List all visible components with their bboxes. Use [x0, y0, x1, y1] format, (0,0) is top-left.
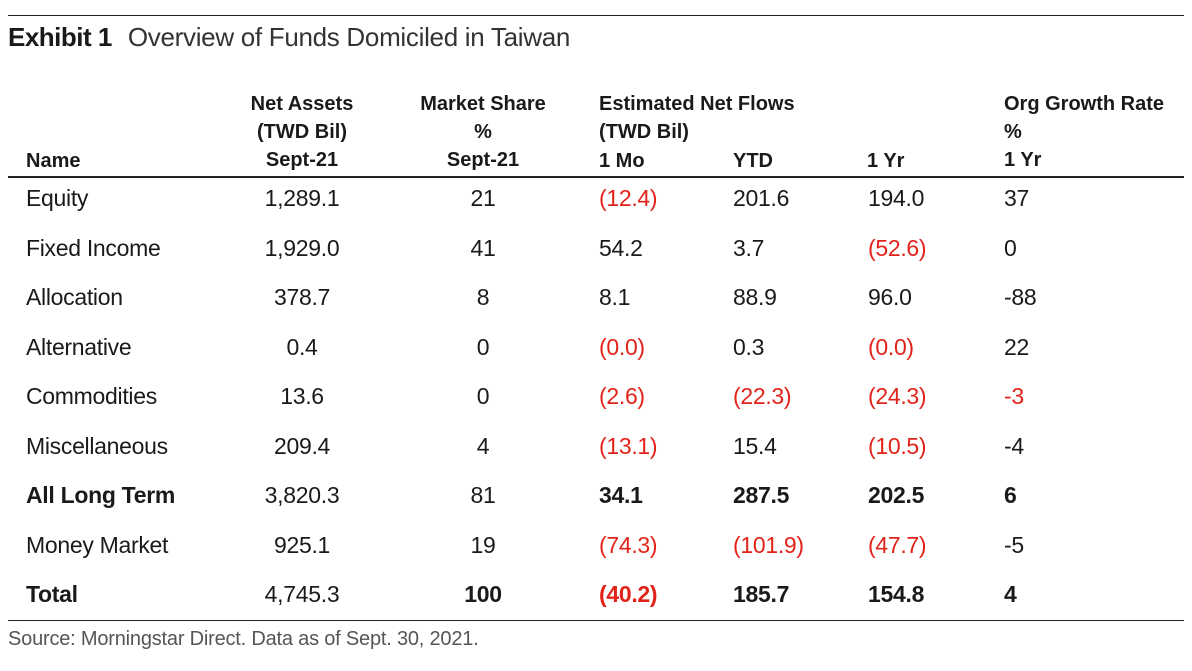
- header-flows-1mo: 1 Mo: [599, 150, 645, 172]
- cell-flow-ytd: 287.5: [733, 482, 790, 508]
- cell-flow-1yr: (0.0): [868, 333, 914, 360]
- table-row: Money Market 925.1 19 (74.3) (101.9) (47.7) -5: [8, 521, 1184, 569]
- cell-flow-ytd: 88.9: [733, 284, 777, 310]
- header-net-assets: Net Assets (TWD Bil) Sept-21: [251, 90, 354, 174]
- cell-name: Money Market: [26, 531, 169, 558]
- cell-flow-1yr: (52.6): [868, 234, 927, 261]
- top-rule: [8, 15, 1184, 16]
- table-row: Miscellaneous 209.4 4 (13.1) 15.4 (10.5) -4: [8, 422, 1184, 470]
- cell-market-share: 100: [464, 581, 502, 607]
- cell-name: All Long Term: [26, 482, 176, 508]
- header-org-growth-line2: %: [1004, 121, 1022, 143]
- cell-org-growth: 22: [1004, 333, 1029, 360]
- cell-market-share: 21: [470, 185, 496, 211]
- cell-flow-1mo: (74.3): [599, 531, 658, 558]
- header-net-flows-line2: (TWD Bil): [599, 121, 689, 143]
- cell-net-assets: 3,820.3: [264, 482, 340, 508]
- cell-name: Commodities: [26, 383, 157, 409]
- cell-net-assets: 0.4: [286, 333, 318, 360]
- table-row: All Long Term 3,820.3 81 34.1 287.5 202.5 6: [8, 471, 1184, 519]
- cell-flow-1mo: 8.1: [599, 284, 631, 310]
- cell-org-growth: -4: [1004, 432, 1024, 459]
- cell-org-growth: -88: [1004, 284, 1037, 310]
- cell-org-growth: -5: [1004, 531, 1024, 558]
- cell-org-growth: 6: [1004, 482, 1017, 508]
- cell-flow-1mo: (0.0): [599, 333, 645, 360]
- exhibit-description: Overview of Funds Domiciled in Taiwan: [127, 22, 571, 52]
- cell-flow-ytd: 3.7: [733, 234, 765, 261]
- cell-net-assets: 1,289.1: [264, 185, 340, 211]
- cell-org-growth: -3: [1004, 383, 1024, 409]
- cell-org-growth: 4: [1004, 581, 1017, 607]
- header-net-assets-line1: Net Assets: [250, 93, 354, 115]
- header-net-flows-line1: Estimated Net Flows: [599, 93, 795, 115]
- cell-name: Miscellaneous: [26, 432, 168, 459]
- cell-name: Equity: [26, 185, 89, 211]
- cell-flow-1mo: 54.2: [599, 234, 643, 261]
- header-name: Name: [26, 150, 81, 172]
- cell-flow-1yr: 96.0: [868, 284, 912, 310]
- cell-flow-1mo: (12.4): [599, 185, 658, 211]
- exhibit-label: Exhibit 1: [8, 22, 112, 52]
- header-rule: [8, 176, 1184, 178]
- cell-flow-1mo: (40.2): [599, 581, 658, 607]
- cell-net-assets: 1,929.0: [264, 234, 340, 261]
- header-org-growth-line3: 1 Yr: [1004, 149, 1042, 171]
- cell-net-assets: 209.4: [273, 432, 331, 459]
- cell-flow-1mo: (2.6): [599, 383, 645, 409]
- exhibit-title: Exhibit 1 Overview of Funds Domiciled in …: [8, 22, 570, 53]
- table-row: Allocation 378.7 8 8.1 88.9 96.0 -88: [8, 273, 1184, 321]
- cell-flow-ytd: 0.3: [733, 333, 765, 360]
- header-flows-ytd: YTD: [733, 150, 773, 172]
- header-flows-1yr: 1 Yr: [867, 150, 905, 172]
- cell-market-share: 8: [476, 284, 490, 310]
- header-market-share: Market Share % Sept-21: [420, 90, 546, 174]
- source-note: Source: Morningstar Direct. Data as of S…: [8, 628, 479, 650]
- header-market-share-line3: Sept-21: [446, 149, 520, 171]
- cell-flow-1yr: 154.8: [868, 581, 925, 607]
- cell-flow-1yr: 194.0: [868, 185, 925, 211]
- header-net-assets-line3: Sept-21: [265, 149, 339, 171]
- header-org-growth: Org Growth Rate % 1 Yr: [1004, 90, 1164, 174]
- cell-flow-1yr: (10.5): [868, 432, 927, 459]
- header-net-flows: Estimated Net Flows (TWD Bil): [599, 90, 795, 146]
- cell-flow-ytd: 15.4: [733, 432, 777, 459]
- table-row: Total 4,745.3 100 (40.2) 185.7 154.8 4: [8, 570, 1184, 618]
- cell-market-share: 81: [470, 482, 496, 508]
- table-row: Commodities 13.6 0 (2.6) (22.3) (24.3) -3: [8, 372, 1184, 420]
- cell-market-share: 0: [476, 383, 490, 409]
- cell-net-assets: 925.1: [273, 531, 331, 558]
- header-net-assets-line2: (TWD Bil): [257, 121, 347, 143]
- cell-org-growth: 37: [1004, 185, 1029, 211]
- cell-net-assets: 378.7: [273, 284, 331, 310]
- header-market-share-line1: Market Share: [420, 93, 546, 115]
- cell-name: Total: [26, 581, 78, 607]
- table-row: Fixed Income 1,929.0 41 54.2 3.7 (52.6) 0: [8, 224, 1184, 272]
- cell-flow-ytd: 201.6: [733, 185, 790, 211]
- footer-rule: [8, 620, 1184, 621]
- table-row: Equity 1,289.1 21 (12.4) 201.6 194.0 37: [8, 174, 1184, 222]
- cell-flow-1yr: (24.3): [868, 383, 927, 409]
- cell-market-share: 4: [476, 432, 490, 459]
- cell-flow-ytd: 185.7: [733, 581, 790, 607]
- cell-flow-1yr: (47.7): [868, 531, 927, 558]
- header-market-share-line2: %: [474, 121, 492, 143]
- cell-net-assets: 4,745.3: [264, 581, 340, 607]
- cell-flow-ytd: (22.3): [733, 383, 792, 409]
- table-row: Alternative 0.4 0 (0.0) 0.3 (0.0) 22: [8, 323, 1184, 371]
- cell-name: Fixed Income: [26, 234, 161, 261]
- cell-market-share: 41: [470, 234, 496, 261]
- cell-flow-ytd: (101.9): [733, 531, 804, 558]
- cell-name: Alternative: [26, 333, 132, 360]
- cell-market-share: 0: [476, 333, 490, 360]
- cell-org-growth: 0: [1004, 234, 1017, 261]
- cell-flow-1mo: 34.1: [599, 482, 643, 508]
- header-org-growth-line1: Org Growth Rate: [1004, 93, 1165, 115]
- cell-name: Allocation: [26, 284, 123, 310]
- cell-flow-1yr: 202.5: [868, 482, 925, 508]
- cell-flow-1mo: (13.1): [599, 432, 658, 459]
- cell-net-assets: 13.6: [280, 383, 324, 409]
- cell-market-share: 19: [470, 531, 496, 558]
